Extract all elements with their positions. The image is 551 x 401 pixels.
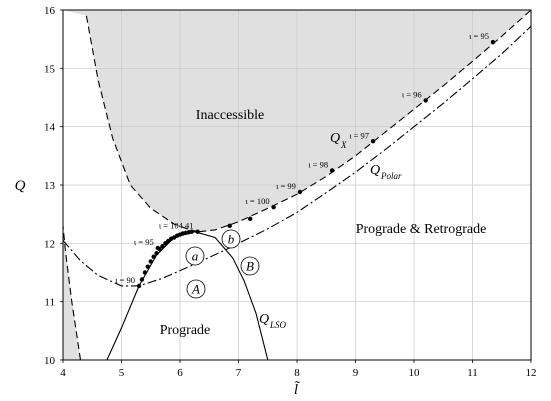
lso-dot [166,238,171,244]
qpolar-label-sub: Polar [380,171,402,181]
y-tick-label: 11 [44,297,55,309]
marker-point [248,216,253,222]
circled-b-text: b [228,232,235,247]
marker-label: ι = 90 [115,275,135,285]
grid [63,10,531,360]
y-tick-label: 16 [44,5,56,17]
y-tick-label: 10 [44,355,56,367]
curve-inaccessible-boundary-left [85,15,200,233]
region-label-prograde-retrograde: Prograde & Retrograde [356,222,487,237]
x-tick-label: 12 [526,367,537,379]
marker-point [271,204,276,210]
lso-dot [139,277,145,282]
marker-point [297,189,303,195]
curve-q-x [199,9,532,233]
lso-dot [145,264,151,269]
x-tick-label: 4 [60,367,66,379]
x-tick-label: 7 [236,367,242,379]
marker-label: ι = 95 [134,237,154,247]
x-tick-label: 10 [409,367,421,379]
marker-point [136,283,142,289]
circled-A: A [186,279,206,299]
marker-point [490,39,496,45]
label-qlso: Q LSO [259,312,287,330]
label-qx: Q X [330,131,347,150]
qx-label-main: Q [330,131,340,146]
qlso-label-main: Q [259,312,269,327]
x-tick-label: 8 [294,367,300,379]
qx-label-sub: X [340,140,347,150]
curve-inaccessible-boundary-right [62,225,82,361]
curves [62,9,532,361]
points: ι = 95 ι = 96 ι = 97 ι = 98 ι = 99 ι = 100 ι =… [115,31,496,289]
y-tick-label: 13 [44,180,56,192]
circled-a: a [185,246,205,266]
x-axis-label: l̃ [294,381,300,398]
curve-q-lso [106,231,269,361]
marker-label: ι = 97 [349,130,369,140]
marker-label: ι = 96 [402,89,422,99]
marker-point [370,139,376,144]
curve-q-polar [62,25,532,287]
x-tick-label: 6 [177,367,183,379]
marker-label: ι = 99 [276,181,296,191]
circled-b: b [221,229,241,249]
marker-label: ι = 98 [308,159,328,169]
circled-B-text: B [246,259,254,274]
x-tick-label: 11 [467,367,478,379]
marker-label: ι = 104.41 [159,221,194,231]
label-qpolar: Q Polar [370,163,402,181]
region-label-inaccessible: Inaccessible [196,108,264,123]
x-tick-label: 5 [119,367,125,379]
lso-dot [151,254,156,259]
y-tick-label: 12 [44,238,55,250]
region-label-prograde: Prograde [160,323,211,338]
marker-label: ι = 100 [246,196,270,206]
circled-A-text: A [191,282,200,297]
circled-a-text: a [192,249,199,264]
circled-B: B [240,256,260,276]
lso-dot [160,244,165,249]
x-tick-label: 9 [353,367,359,379]
ticks: 4 5 6 7 8 9 10 11 12 10 11 12 13 14 15 16 [44,5,537,379]
marker-label: ι = 95 [469,31,489,41]
y-tick-label: 15 [44,63,56,75]
marker-point [195,229,200,234]
y-tick-label: 14 [44,122,56,134]
marker-point [329,168,335,173]
y-axis-label: Q [15,178,26,194]
marker-point [227,223,232,229]
lso-dot [148,259,153,264]
marker-point [155,245,160,251]
qlso-label-sub: LSO [269,320,287,330]
lso-dot [142,270,148,275]
marker-point [423,98,428,103]
shade-lower-left [63,225,81,360]
qpolar-label-main: Q [370,163,380,178]
lso-dot [163,241,168,246]
lso-dot [189,229,194,234]
lso-dot [154,251,159,256]
